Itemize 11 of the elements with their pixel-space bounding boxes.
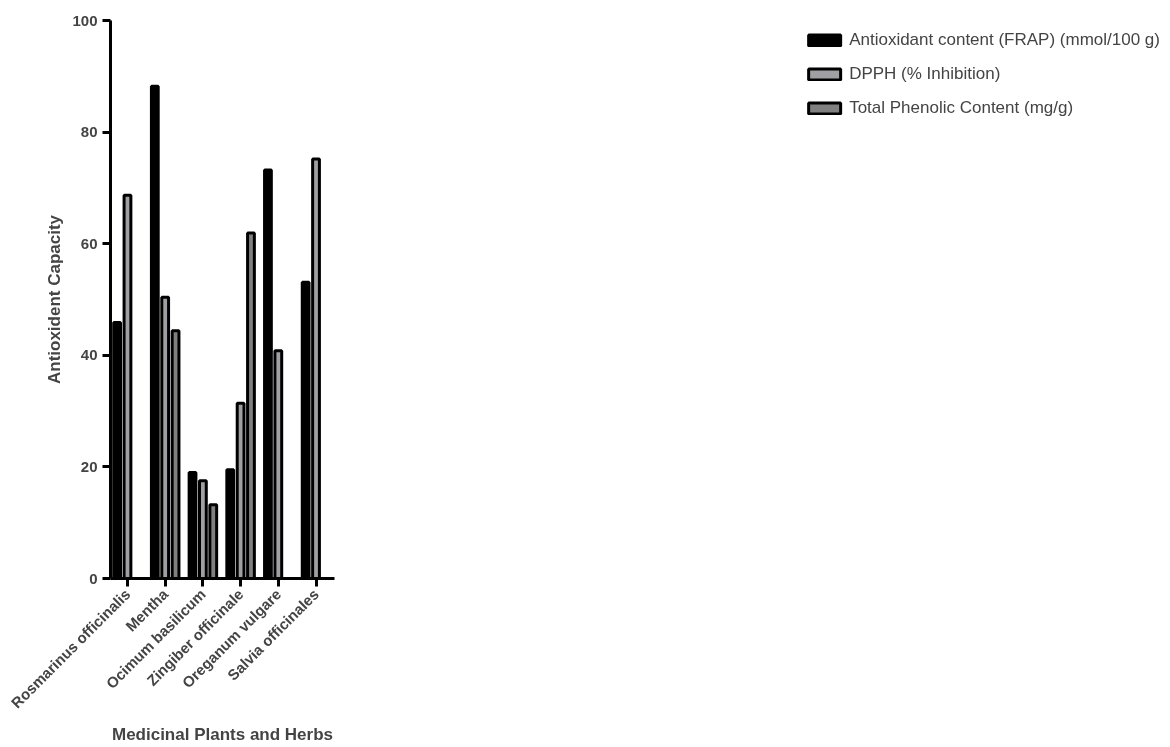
y-tick-label: 60	[80, 234, 98, 252]
legend-label: Antioxidant content (FRAP) (mmol/100 g)	[849, 30, 1160, 50]
legend-label: DPPH (% Inhibition)	[849, 64, 1001, 84]
y-tick-label: 100	[72, 11, 98, 29]
y-tick-label: 20	[80, 457, 98, 475]
y-tick-label: 0	[89, 569, 98, 587]
y-tick-label: 80	[80, 123, 98, 141]
y-tick-label: 40	[80, 346, 98, 364]
x-axis-title: Medicinal Plants and Herbs	[111, 725, 334, 745]
y-axis-title: Antioxident Capacity	[45, 214, 65, 385]
legend-label: Total Phenolic Content (mg/g)	[849, 98, 1074, 118]
